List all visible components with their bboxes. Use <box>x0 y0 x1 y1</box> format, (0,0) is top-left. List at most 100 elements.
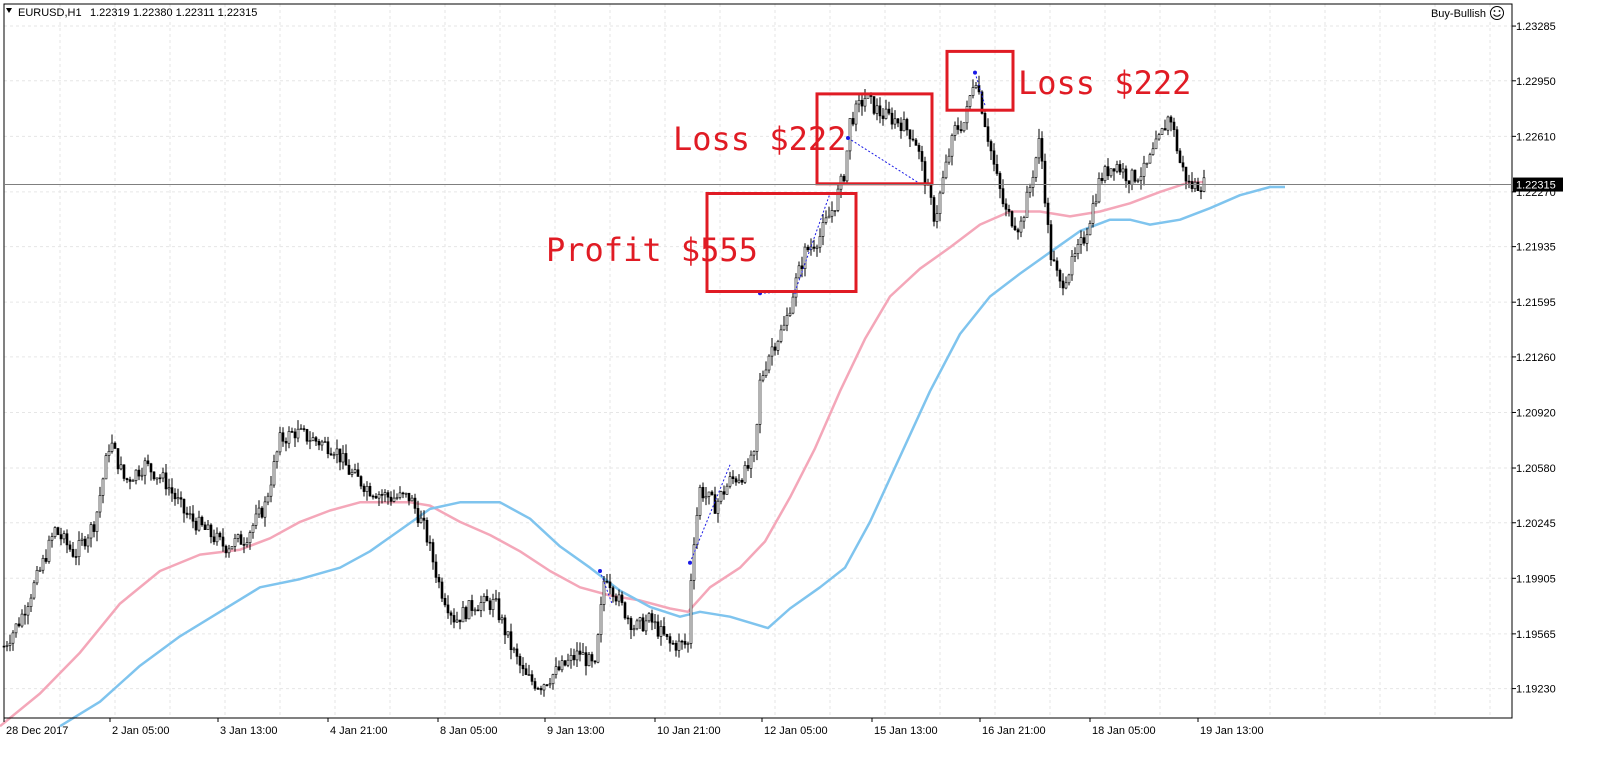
candle <box>995 154 999 176</box>
candle <box>551 673 555 690</box>
candle <box>494 589 498 602</box>
x-tick-label: 9 Jan 13:00 <box>547 725 605 737</box>
candle <box>242 537 246 554</box>
candle <box>515 643 519 665</box>
triangle-down-icon[interactable] <box>6 8 12 13</box>
candle <box>137 465 141 481</box>
candle <box>317 438 321 451</box>
candle <box>497 592 501 623</box>
candle <box>356 462 360 477</box>
candle <box>419 510 423 524</box>
candle <box>491 593 495 618</box>
candle <box>1109 168 1113 178</box>
y-tick-label: 1.23285 <box>1516 21 1556 33</box>
candle <box>35 566 39 586</box>
candle <box>281 427 285 447</box>
candle <box>89 522 93 548</box>
candle <box>818 228 822 253</box>
trade-path-line <box>599 570 613 604</box>
loss-annotation: Loss $222 <box>673 120 846 158</box>
candle <box>1052 250 1056 262</box>
candle <box>110 434 114 454</box>
candle <box>275 450 279 469</box>
candle <box>143 457 147 485</box>
y-tick-label: 1.20920 <box>1516 407 1556 419</box>
candle <box>239 530 243 545</box>
candle <box>1010 210 1014 228</box>
candle <box>365 481 369 501</box>
candle <box>1172 117 1176 137</box>
candle <box>626 615 630 625</box>
candle <box>983 110 987 128</box>
candle <box>833 210 837 217</box>
trade-entry-marker <box>598 569 602 573</box>
candle <box>890 107 894 130</box>
candle <box>920 145 924 171</box>
trade-result-box <box>815 92 934 186</box>
candle <box>1139 167 1143 190</box>
candle <box>86 534 90 553</box>
candle <box>1175 126 1179 154</box>
plot-frame <box>3 3 1513 719</box>
candle <box>1070 250 1074 281</box>
candle <box>965 100 969 130</box>
candle <box>695 507 699 549</box>
candle <box>728 471 732 489</box>
candle <box>38 566 42 572</box>
candle <box>1016 227 1020 240</box>
candle <box>857 95 861 113</box>
candle <box>1028 183 1032 198</box>
candle <box>476 605 480 612</box>
candle <box>1007 204 1011 217</box>
candle <box>548 678 552 689</box>
candle <box>344 444 348 466</box>
candle <box>848 118 852 160</box>
profit-annotation: Profit $555 <box>546 231 758 269</box>
trade-path-line <box>794 193 831 292</box>
candle <box>782 316 786 331</box>
candle <box>236 533 240 543</box>
candle <box>599 596 603 643</box>
candle <box>596 633 600 664</box>
candle <box>308 431 312 450</box>
candle <box>422 510 426 530</box>
candle <box>854 100 858 132</box>
candle <box>341 445 345 470</box>
candle <box>359 475 363 490</box>
trade-result-box <box>945 49 1015 112</box>
slow-moving-average-line <box>59 185 1285 728</box>
candle <box>683 633 687 649</box>
candle <box>1181 155 1185 172</box>
candle <box>1190 172 1194 193</box>
candle <box>407 492 411 506</box>
candle <box>992 143 996 172</box>
candle <box>269 476 273 503</box>
candle <box>971 79 975 99</box>
candle <box>764 361 768 378</box>
candle <box>524 662 528 676</box>
candle <box>122 464 126 482</box>
candle <box>587 652 591 667</box>
candle <box>251 523 255 539</box>
smiley-face-icon[interactable] <box>1490 6 1504 20</box>
candle <box>737 474 741 484</box>
candle <box>1154 130 1158 150</box>
candle <box>128 476 132 490</box>
candle <box>956 117 960 135</box>
candle <box>131 478 135 482</box>
candle <box>1199 186 1203 200</box>
current-price-label: 1.22315 <box>1516 180 1556 192</box>
candle <box>77 531 81 566</box>
x-tick-label: 10 Jan 21:00 <box>657 725 721 737</box>
candle <box>779 324 783 344</box>
candle <box>806 244 810 252</box>
candle <box>374 493 378 499</box>
candle <box>32 580 36 600</box>
symbol-label: EURUSD,H1 <box>18 7 82 19</box>
candle <box>104 453 108 480</box>
candle <box>761 370 765 383</box>
candle <box>605 574 609 584</box>
candle <box>677 633 681 658</box>
